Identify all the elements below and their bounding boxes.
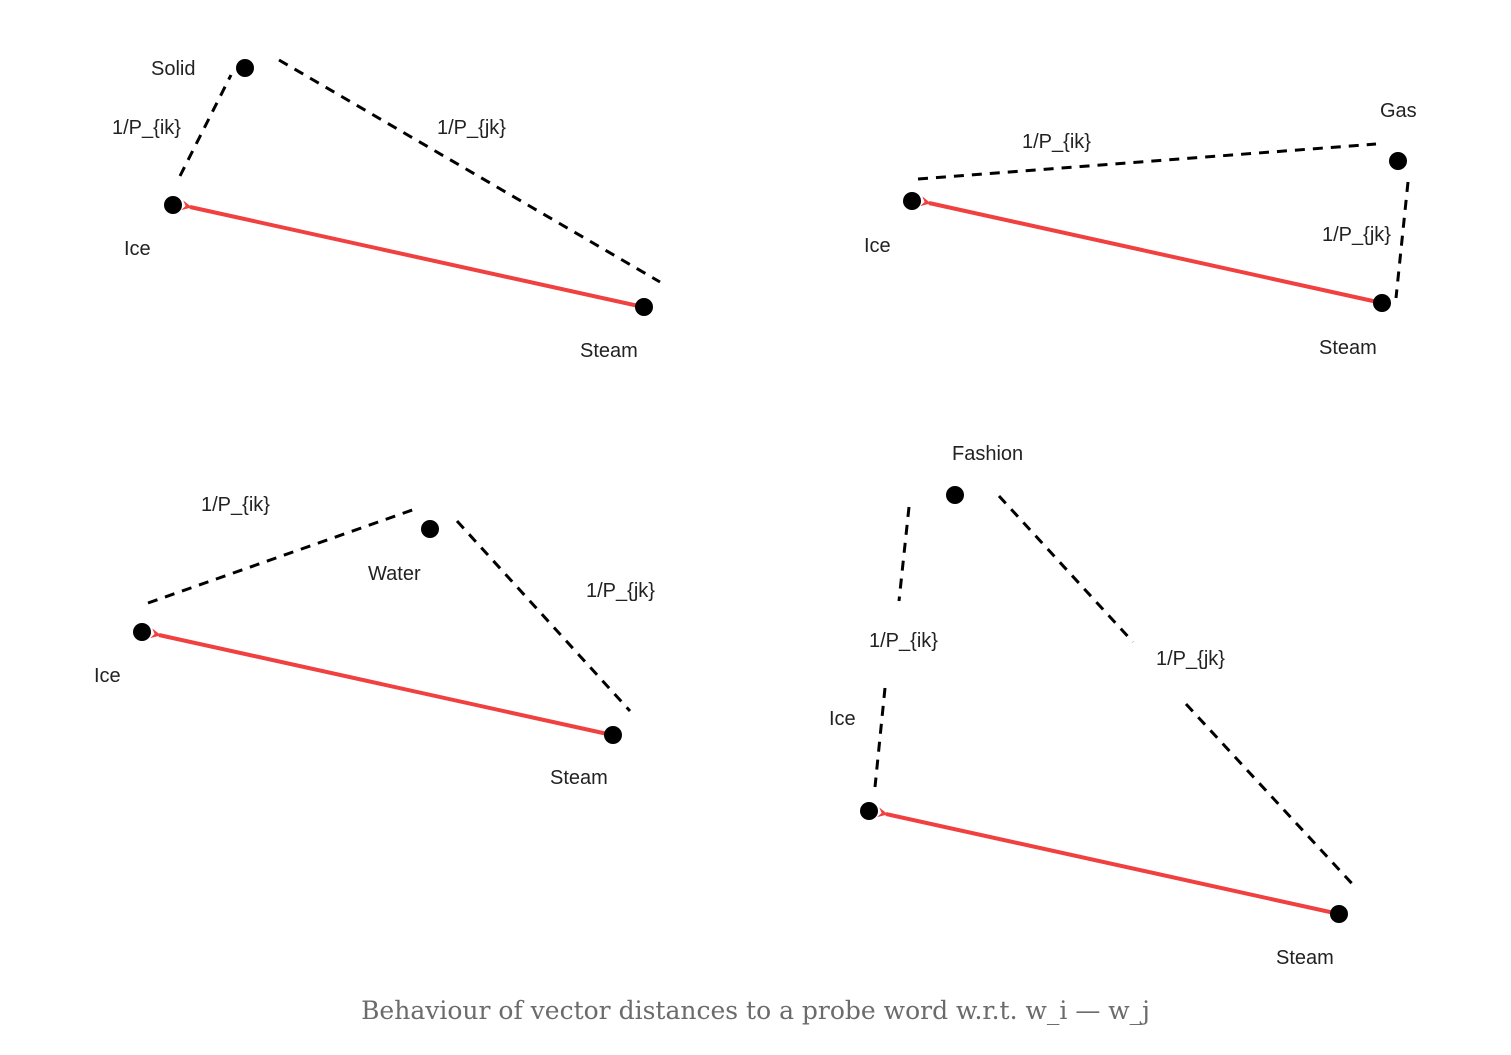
label-ice: Ice [124,238,151,260]
ice-steam-arrow [877,807,1340,916]
dashed-edge-water-steam [455,519,632,713]
node-ice [903,192,921,210]
dashed-edge-ice-water [147,506,419,605]
panel-solid: Solid Ice Steam 1/P_{ik} 1/P_{jk} [112,58,661,362]
node-steam [604,726,622,744]
label-steam: Steam [1276,947,1334,969]
panel-gas: Gas Ice Steam 1/P_{ik} 1/P_{jk} [864,100,1417,359]
node-water [421,520,439,538]
dashed-edge-gas-steam [1394,181,1410,299]
label-edge-jk: 1/P_{jk} [1156,648,1225,670]
label-fashion: Fashion [952,443,1023,465]
node-ice [860,802,878,820]
node-ice [133,623,151,641]
label-steam: Steam [1319,337,1377,359]
label-edge-jk: 1/P_{jk} [437,117,506,139]
node-steam [635,298,653,316]
node-ice [164,196,182,214]
dashed-edge-fashion-steam-lower [1184,702,1359,891]
ice-steam-arrow [181,200,644,309]
label-edge-ik: 1/P_{ik} [1022,131,1091,153]
label-gas: Gas [1380,100,1417,122]
dashed-edge-ice-fashion-upper [897,506,911,602]
figure-caption: Behaviour of vector distances to a probe… [361,996,1150,1025]
vector-distance-diagram: Solid Ice Steam 1/P_{ik} 1/P_{jk} Gas Ic… [94,58,1417,969]
ice-steam-arrow [920,196,1383,305]
ice-steam-arrow [150,628,613,737]
label-water: Water [368,563,421,585]
panel-water: Water Ice Steam 1/P_{ik} 1/P_{jk} [94,494,655,789]
node-fashion [946,486,964,504]
label-edge-jk: 1/P_{jk} [586,580,655,602]
label-ice: Ice [864,235,891,257]
dashed-edge-ice-solid [178,74,233,177]
panel-fashion: Fashion Ice Steam 1/P_{ik} 1/P_{jk} [829,443,1359,969]
dashed-edge-fashion-steam-upper [997,494,1135,644]
label-edge-ik: 1/P_{ik} [869,630,938,652]
label-edge-ik: 1/P_{ik} [201,494,270,516]
dashed-edge-solid-steam [278,58,661,284]
label-solid: Solid [151,58,195,80]
dashed-edge-ice-fashion-lower [873,687,887,788]
node-solid [236,59,254,77]
label-edge-jk: 1/P_{jk} [1322,224,1391,246]
node-gas [1389,152,1407,170]
label-ice: Ice [94,665,121,687]
label-ice: Ice [829,708,856,730]
label-steam: Steam [550,767,608,789]
node-steam [1373,294,1391,312]
dashed-edge-ice-gas [917,142,1377,181]
node-steam [1330,905,1348,923]
label-edge-ik: 1/P_{ik} [112,117,181,139]
label-steam: Steam [580,340,638,362]
